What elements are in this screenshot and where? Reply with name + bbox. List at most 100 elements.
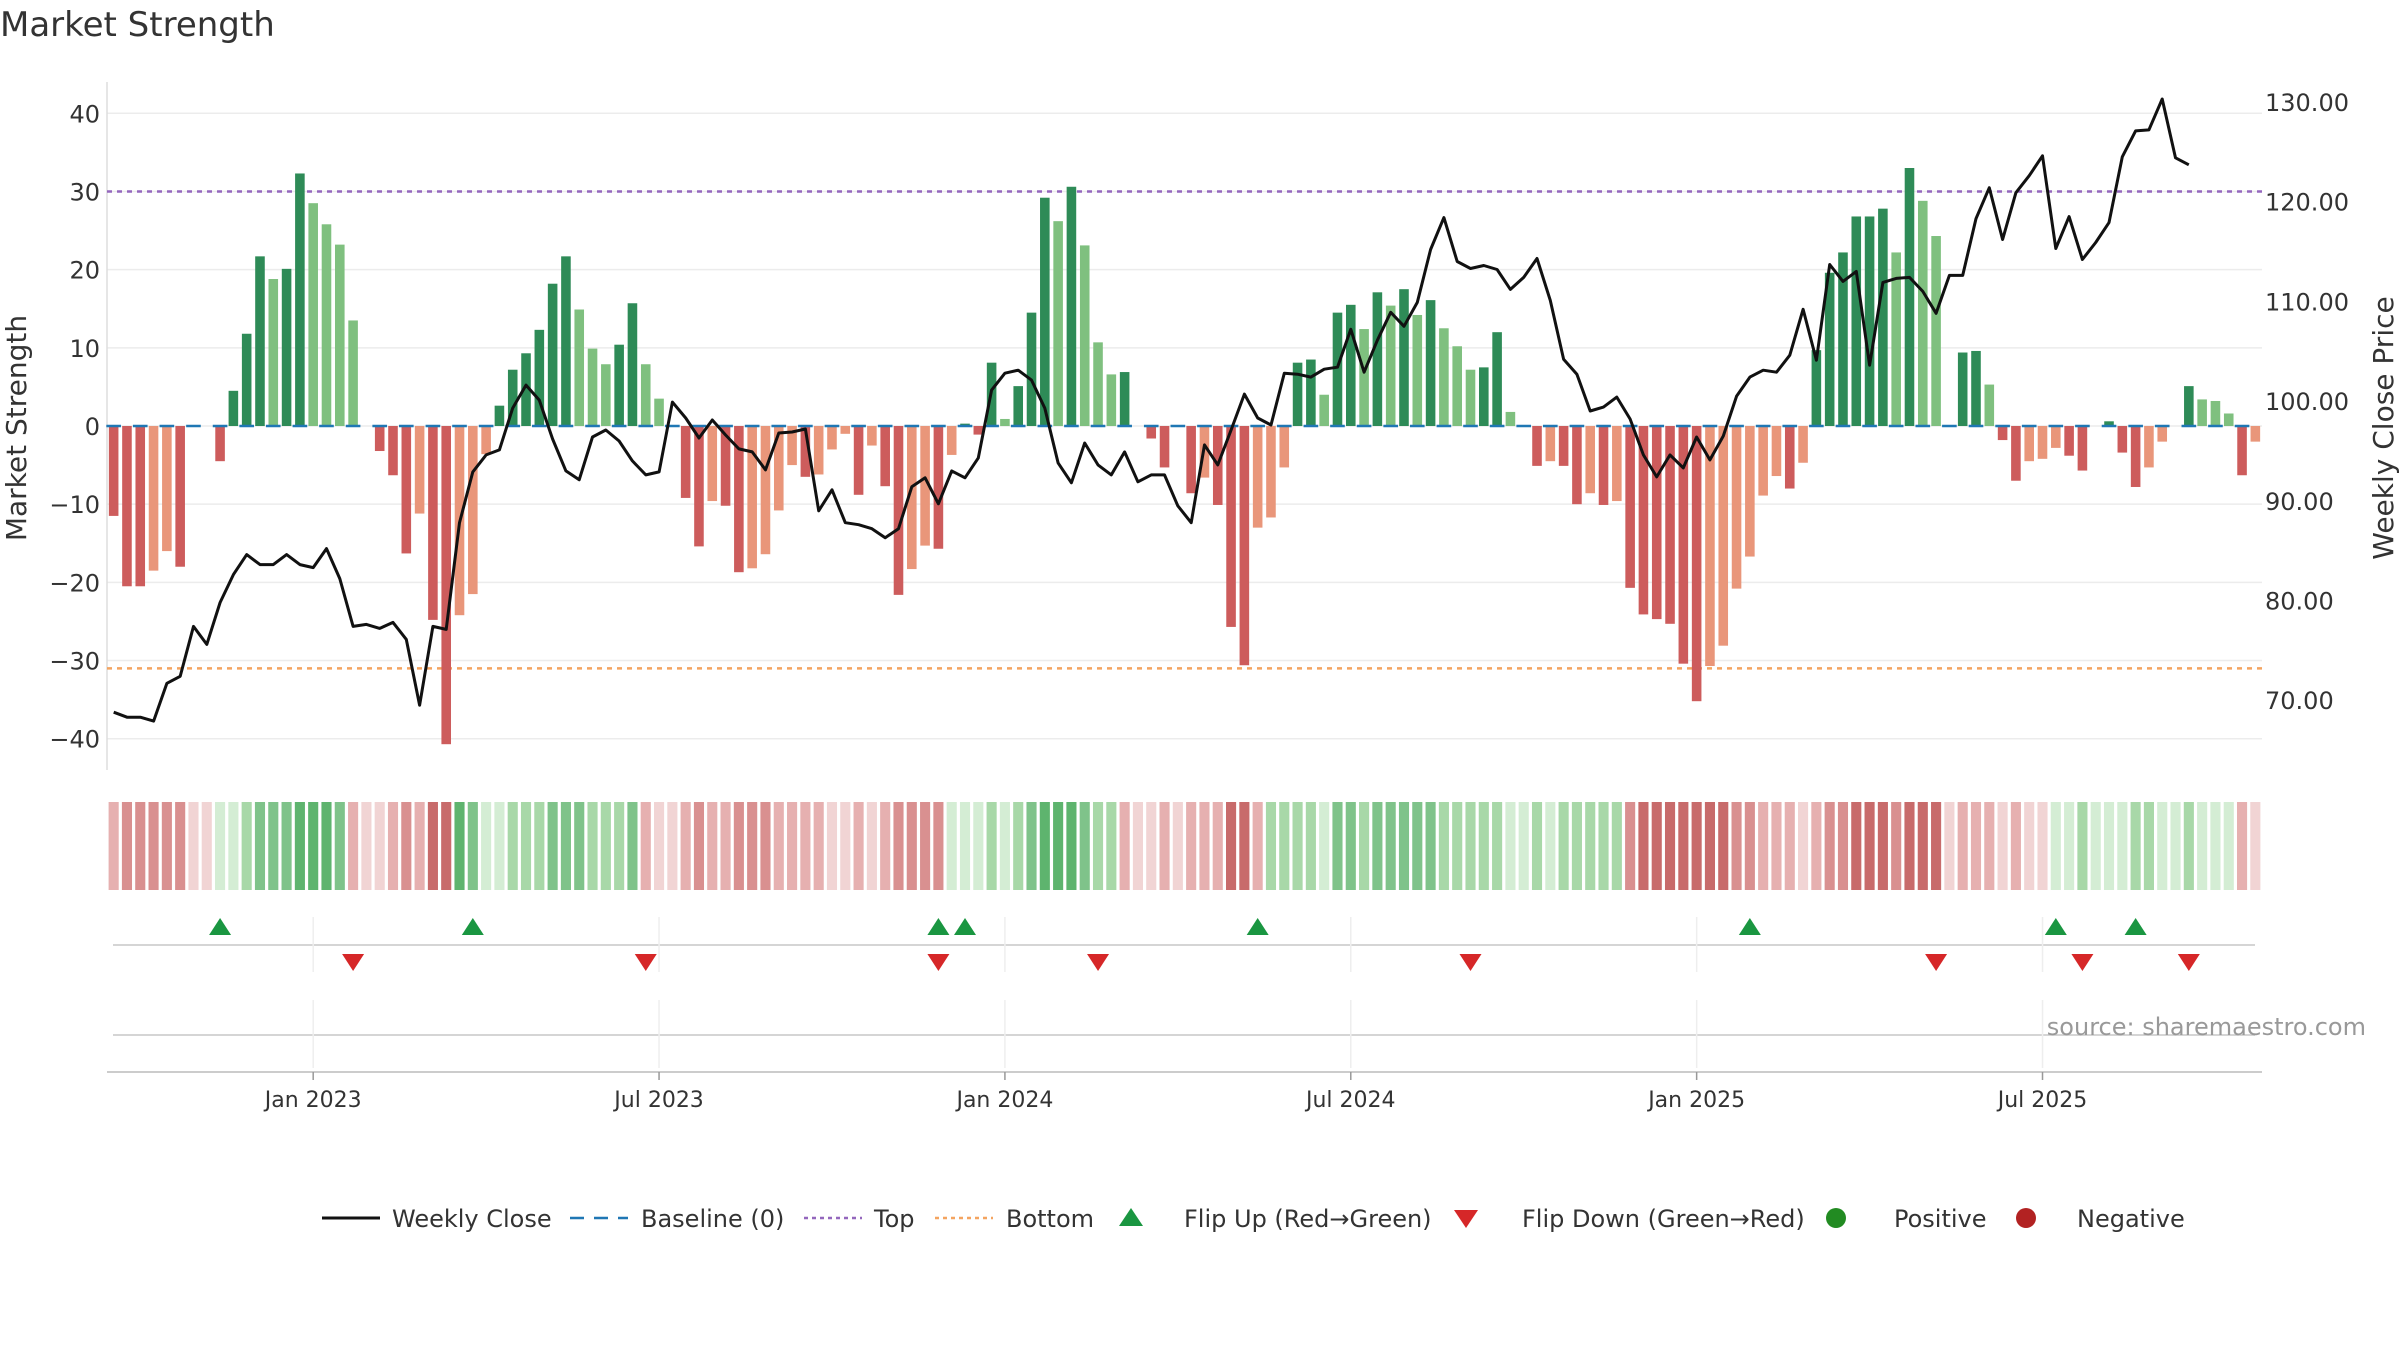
regime-cell: [893, 802, 904, 890]
strength-bar: [1678, 426, 1689, 664]
regime-cell: [1545, 802, 1556, 890]
legend-label: Baseline (0): [641, 1205, 784, 1233]
strength-bar: [747, 426, 757, 569]
regime-cell: [1864, 802, 1875, 890]
strength-bar: [2037, 426, 2048, 459]
strength-bar: [1651, 426, 1662, 620]
strength-bar: [374, 426, 385, 452]
strength-bar: [1479, 367, 1489, 426]
regime-cell: [361, 802, 372, 890]
regime-cell: [866, 802, 877, 890]
regime-cell: [986, 802, 997, 890]
strength-bar: [627, 303, 638, 426]
strength-bar: [1013, 386, 1024, 426]
regime-cell: [906, 802, 917, 890]
regime-cell: [1412, 802, 1423, 890]
regime-cell: [1558, 802, 1569, 890]
y-tick-label: 40: [69, 100, 100, 128]
regime-cell: [614, 802, 625, 890]
strength-bar: [534, 329, 545, 426]
regime-cell: [1226, 802, 1237, 890]
regime-cell: [1771, 802, 1782, 890]
regime-cell: [1186, 802, 1197, 890]
strength-bar: [1505, 411, 1516, 426]
flip-down-marker: [1459, 954, 1482, 971]
regime-cell: [374, 802, 385, 890]
regime-cell: [1452, 802, 1463, 890]
strength-bar: [2077, 426, 2088, 471]
y-tick-label: −10: [49, 491, 100, 519]
y-tick-label: −20: [49, 569, 100, 597]
regime-cell: [148, 802, 159, 890]
regime-cell: [787, 802, 798, 890]
regime-cell: [201, 802, 212, 890]
strength-bar: [1771, 426, 1782, 477]
dot-panel: [107, 1000, 2262, 1073]
strength-bar: [1319, 394, 1329, 426]
regime-cell: [467, 802, 478, 890]
y2-tick-label: 110.00: [2265, 288, 2349, 316]
regime-cell: [2143, 802, 2154, 890]
regime-cell: [401, 802, 412, 890]
strength-bar: [946, 426, 957, 455]
regime-cell: [121, 802, 133, 890]
flip-up-marker: [2124, 918, 2147, 935]
regime-cell: [1571, 802, 1582, 890]
strength-bar: [1931, 236, 1941, 426]
strength-bar: [1612, 426, 1622, 502]
regime-cell: [441, 802, 452, 890]
flip-up-marker: [209, 918, 232, 935]
regime-cell: [161, 802, 172, 890]
flip-down-marker: [342, 954, 365, 971]
chart-title: Market Strength: [0, 5, 275, 45]
regime-cell: [1611, 802, 1622, 890]
strength-bar: [1984, 384, 1995, 426]
regime-cell: [2170, 802, 2181, 890]
y-tick-label: 10: [69, 335, 100, 363]
strength-bar: [694, 426, 704, 547]
regime-cell: [959, 802, 971, 890]
strength-bar: [973, 426, 984, 435]
y2-tick-label: 100.00: [2265, 388, 2349, 416]
regime-cell: [973, 802, 984, 890]
strength-bar: [654, 398, 664, 426]
strength-bar: [1332, 312, 1343, 426]
regime-cell: [175, 802, 186, 890]
strength-bar: [1532, 426, 1542, 466]
regime-cell: [1146, 802, 1157, 890]
strength-bar: [1718, 426, 1729, 646]
x-tick-label: Jan 2024: [954, 1088, 1053, 1113]
strength-bar: [135, 426, 146, 587]
strength-bar: [122, 426, 132, 587]
flip-up-marker: [927, 918, 950, 935]
strength-bar: [920, 426, 930, 546]
strength-bar: [1412, 314, 1423, 426]
regime-cell: [1984, 802, 1995, 890]
regime-cell: [1279, 802, 1290, 890]
regime-cell: [747, 802, 758, 890]
strength-bar: [840, 426, 851, 434]
strength-bar: [1997, 426, 2008, 441]
strength-bar: [773, 426, 784, 511]
regime-cell: [427, 802, 438, 890]
strength-bar: [1598, 426, 1609, 505]
strength-bar: [2157, 426, 2168, 442]
strength-bar: [255, 256, 265, 426]
regime-cell: [1305, 802, 1316, 890]
strength-bar: [1798, 426, 1808, 463]
strength-bar: [1545, 426, 1556, 462]
flip-markers: [209, 918, 2200, 971]
strength-bar: [1465, 369, 1476, 426]
flip-up-marker: [461, 918, 484, 935]
regime-cell: [920, 802, 931, 890]
y-axis-right-ticks: 130.00 120.00 110.00 100.00 90.00 80.00 70.00: [2265, 89, 2349, 715]
strength-bar: [521, 353, 531, 426]
x-tick-label: Jul 2025: [1996, 1088, 2088, 1113]
strength-bar: [1638, 426, 1649, 615]
regime-cell: [1877, 802, 1888, 890]
regime-cell: [1851, 802, 1862, 890]
strength-bar: [707, 426, 718, 502]
regime-cell: [1891, 802, 1902, 890]
strength-bar: [228, 390, 239, 426]
strength-bar: [321, 224, 332, 426]
